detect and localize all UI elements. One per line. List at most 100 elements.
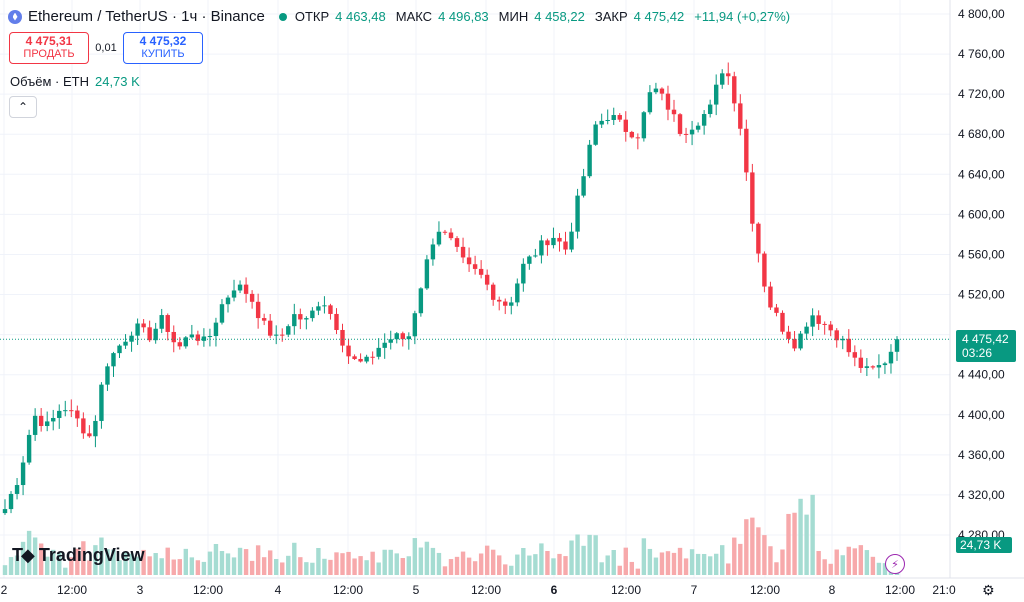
tradingview-logo[interactable]: T◆ TradingView	[12, 545, 145, 566]
y-tick-label: 4 560,00	[958, 247, 1005, 261]
candle-body	[822, 323, 827, 325]
candle-body	[521, 263, 526, 284]
candle-body	[105, 366, 110, 385]
lightning-icon[interactable]: ⚡	[885, 554, 905, 574]
candle-body	[454, 238, 460, 247]
volume-bar	[497, 555, 502, 575]
volume-bar	[87, 560, 92, 575]
volume-bar	[635, 568, 641, 575]
y-tick-label: 4 440,00	[958, 368, 1005, 382]
candle-body	[382, 342, 387, 348]
volume-bar	[141, 549, 146, 575]
symbol-title[interactable]: Ethereum / TetherUS · 1ч · Binance	[28, 8, 265, 25]
y-tick-label: 4 640,00	[958, 167, 1005, 181]
volume-bar	[81, 541, 86, 575]
volume-bar	[400, 558, 405, 575]
candle-body	[557, 237, 562, 242]
candle-body	[810, 315, 815, 327]
volume-bar	[671, 552, 677, 575]
candle-body	[683, 133, 689, 135]
candle-body	[876, 365, 882, 368]
tradingview-logo-icon: T◆	[12, 545, 35, 565]
volume-bar	[695, 553, 701, 575]
candle-body	[623, 119, 628, 132]
candle-body	[587, 144, 592, 177]
buy-button[interactable]: 4 475,32 КУПИТЬ	[123, 32, 203, 64]
volume-bar	[750, 517, 755, 575]
volume-bar	[261, 557, 267, 575]
volume-bar	[32, 537, 38, 575]
sell-label: ПРОДАТЬ	[23, 48, 75, 60]
volume-bar	[503, 564, 508, 575]
candle-body	[539, 240, 544, 256]
candle-body	[388, 339, 393, 343]
candle-body	[509, 302, 514, 306]
candle-body	[515, 283, 520, 303]
volume-bar	[575, 534, 580, 575]
volume-bar	[304, 562, 309, 575]
volume-legend[interactable]: Объём · ETH 24,73 K	[10, 74, 140, 89]
candle-body	[852, 352, 858, 358]
volume-bar	[93, 545, 98, 575]
y-tick-label: 4 520,00	[958, 288, 1005, 302]
candle-body	[695, 125, 701, 130]
candle-body	[159, 315, 164, 329]
volume-bar	[418, 547, 424, 575]
candle-body	[635, 137, 641, 139]
volume-bar	[653, 557, 659, 575]
volume-bar	[340, 553, 345, 575]
volume-bar	[57, 552, 62, 575]
candle-body	[484, 274, 490, 285]
volume-bar	[786, 513, 791, 575]
y-tick-label: 4 720,00	[958, 87, 1005, 101]
candle-body	[2, 509, 8, 514]
candle-body	[617, 115, 622, 120]
bar-countdown: 03:26	[962, 346, 993, 360]
spread-value: 0,01	[95, 42, 117, 54]
volume-bar	[8, 557, 14, 575]
sell-button[interactable]: 4 475,31 ПРОДАТЬ	[9, 32, 89, 64]
volume-bar	[44, 556, 50, 575]
candle-body	[816, 315, 821, 324]
candle-body	[641, 112, 647, 139]
candle-body	[292, 314, 297, 327]
y-tick-label: 4 800,00	[958, 7, 1005, 21]
candle-body	[738, 103, 743, 129]
volume-bars	[2, 494, 900, 575]
volume-bar	[38, 543, 44, 575]
candle-body	[472, 264, 478, 269]
candle-body	[545, 240, 550, 246]
candle-body	[207, 336, 213, 338]
candle-body	[713, 84, 719, 105]
volume-bar	[231, 557, 237, 575]
volume-bar	[539, 543, 544, 575]
high-label: МАКС	[395, 9, 433, 24]
candle-body	[611, 115, 616, 120]
volume-bar	[298, 557, 303, 575]
candle-body	[201, 336, 207, 341]
volume-bar	[472, 561, 478, 575]
candle-body	[141, 323, 146, 328]
volume-bar	[201, 561, 207, 575]
candle-body	[44, 421, 50, 427]
candle-body	[888, 351, 894, 364]
market-status-icon	[278, 12, 287, 21]
volume-bar	[484, 545, 490, 575]
volume-bar	[424, 541, 430, 575]
candle-body	[527, 256, 532, 264]
collapse-legend-button[interactable]: ⌃	[9, 96, 37, 118]
volume-bar	[810, 494, 815, 575]
volume-bar	[171, 559, 176, 575]
candle-body	[424, 259, 430, 289]
volume-bar	[436, 552, 442, 575]
candle-body	[189, 334, 195, 338]
volume-bar	[852, 548, 858, 575]
volume-bar	[617, 565, 622, 575]
candle-body	[840, 338, 845, 341]
open-label: ОТКР	[294, 9, 330, 24]
high-value: 4 496,83	[438, 9, 489, 24]
gear-icon[interactable]: ⚙	[982, 582, 995, 598]
candle-body	[659, 88, 665, 94]
